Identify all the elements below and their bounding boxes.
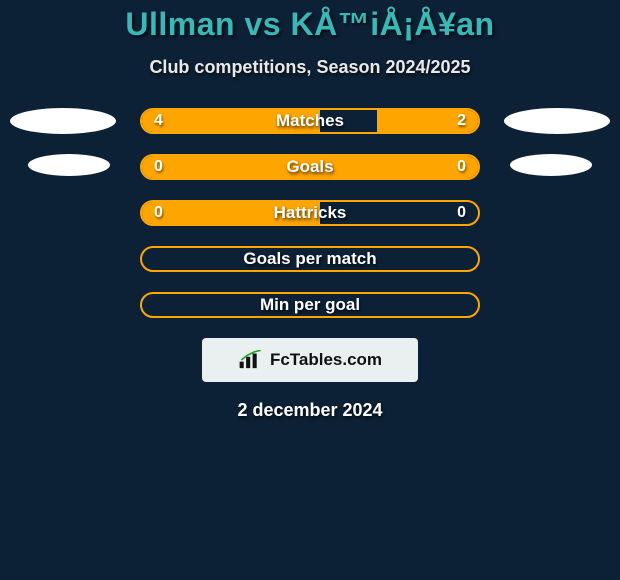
page-subtitle: Club competitions, Season 2024/2025 xyxy=(8,57,612,78)
label-mpg: Min per goal xyxy=(260,295,360,315)
val-left-matches: 4 xyxy=(154,112,163,130)
date-text: 2 december 2024 xyxy=(8,400,612,421)
avatar-right-1 xyxy=(504,108,610,134)
stat-rows: 4 2 Matches 0 0 Goals xyxy=(8,108,612,318)
val-left-goals: 0 xyxy=(154,158,163,176)
chart-icon xyxy=(238,350,264,370)
stat-row-goals: 0 0 Goals xyxy=(8,154,612,180)
avatar-left-2 xyxy=(28,154,110,176)
logo-text: FcTables.com xyxy=(270,350,382,370)
val-right-hattricks: 0 xyxy=(457,204,466,222)
stat-row-hattricks: 0 0 Hattricks xyxy=(8,200,612,226)
stat-row-mpg: Min per goal xyxy=(8,292,612,318)
logo-container: FcTables.com xyxy=(8,338,612,382)
stat-row-gpm: Goals per match xyxy=(8,246,612,272)
stat-bar-mpg: Min per goal xyxy=(140,292,480,318)
stat-row-matches: 4 2 Matches xyxy=(8,108,612,134)
stat-bar-matches: 4 2 Matches xyxy=(140,108,480,134)
avatar-right-2 xyxy=(510,154,592,176)
label-goals: Goals xyxy=(286,157,333,177)
val-right-goals: 0 xyxy=(457,158,466,176)
val-right-matches: 2 xyxy=(457,112,466,130)
stat-bar-gpm: Goals per match xyxy=(140,246,480,272)
label-gpm: Goals per match xyxy=(243,249,376,269)
stat-bar-goals: 0 0 Goals xyxy=(140,154,480,180)
page-title: Ullman vs KÅ™iÅ¡Å¥an xyxy=(8,6,612,43)
val-left-hattricks: 0 xyxy=(154,204,163,222)
fctables-logo[interactable]: FcTables.com xyxy=(202,338,418,382)
stat-bar-hattricks: 0 0 Hattricks xyxy=(140,200,480,226)
avatar-left-1 xyxy=(10,108,116,134)
label-hattricks: Hattricks xyxy=(274,203,347,223)
label-matches: Matches xyxy=(276,111,344,131)
